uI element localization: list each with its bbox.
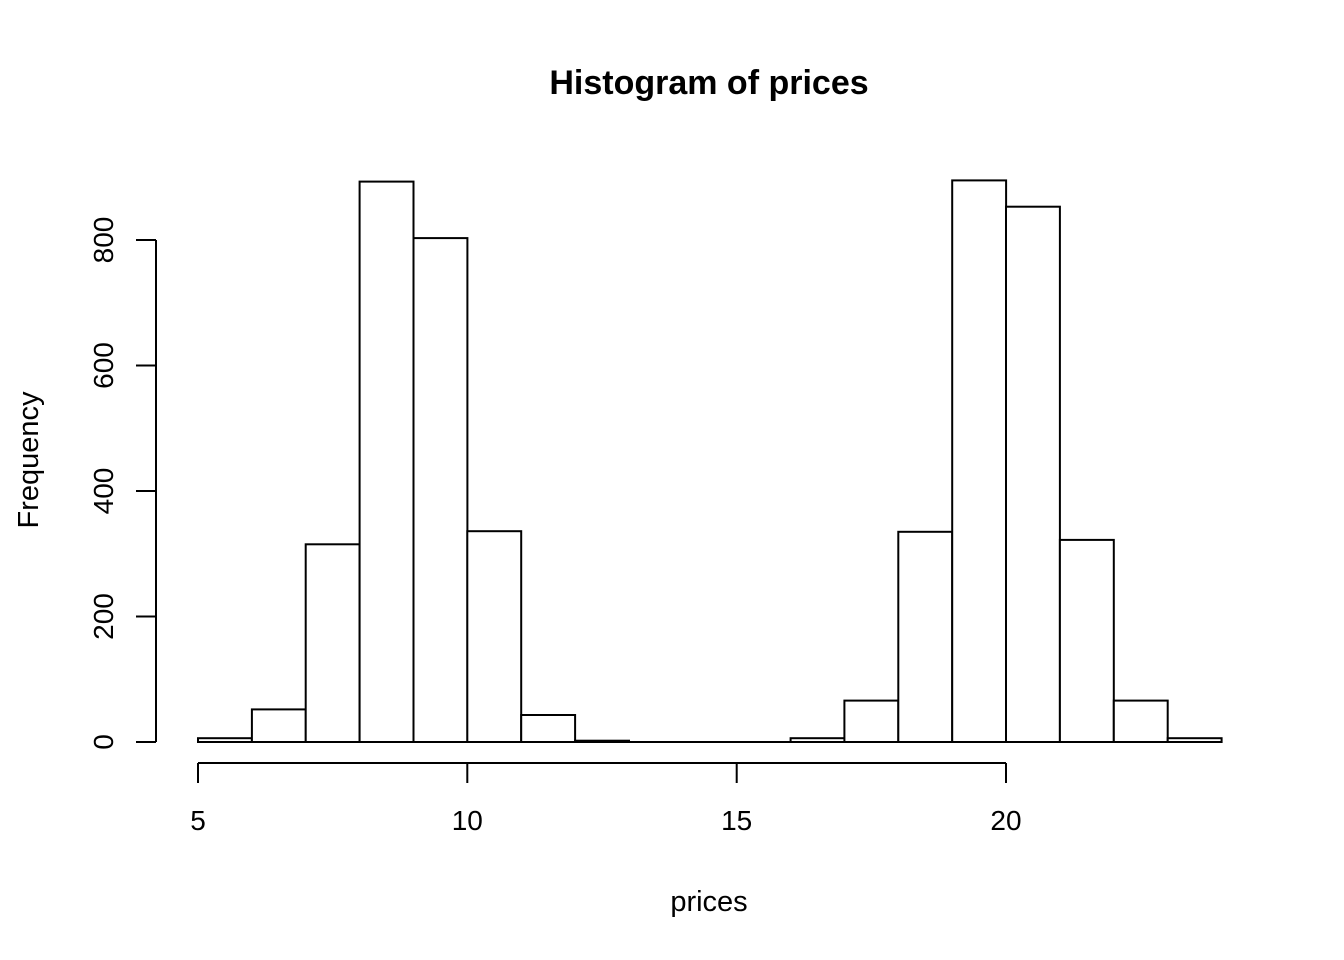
histogram-bar [897, 530, 954, 743]
x-axis-tick-labels: 5 10 15 20 [190, 805, 1021, 836]
y-axis-label: Frequency [13, 391, 45, 529]
y-axis-tick-label: 600 [88, 342, 119, 389]
histogram-bar [1112, 699, 1169, 743]
histogram-bar [520, 714, 577, 743]
x-axis-ticks [197, 763, 1007, 783]
y-axis-ticks [136, 239, 156, 743]
histogram-bar [843, 699, 900, 743]
x-axis-tick-label: 10 [452, 805, 483, 836]
histogram-bar [951, 179, 1008, 743]
x-axis-label: prices [670, 886, 747, 918]
histogram-bar [358, 180, 415, 744]
y-axis-tick-label: 400 [88, 468, 119, 515]
histogram-bar [1058, 538, 1115, 744]
y-axis-tick-label: 800 [88, 217, 119, 264]
chart-title: Histogram of prices [549, 64, 868, 102]
y-axis: 0 200 400 600 800 [88, 217, 157, 750]
histogram-bar [304, 543, 361, 743]
histogram-bar [412, 237, 469, 743]
x-axis-tick-label: 20 [990, 805, 1021, 836]
x-axis-tick-label: 15 [721, 805, 752, 836]
x-axis-tick-label: 5 [190, 805, 206, 836]
histogram-bar [1005, 205, 1061, 743]
histogram-bars [197, 179, 1223, 744]
x-axis: 5 10 15 20 [190, 762, 1022, 836]
y-axis-tick-label: 200 [88, 593, 119, 640]
histogram-bar [250, 708, 307, 744]
y-axis-tick-labels: 0 200 400 600 800 [88, 217, 119, 750]
histogram-bar [466, 530, 523, 744]
y-axis-tick-label: 0 [88, 734, 119, 750]
